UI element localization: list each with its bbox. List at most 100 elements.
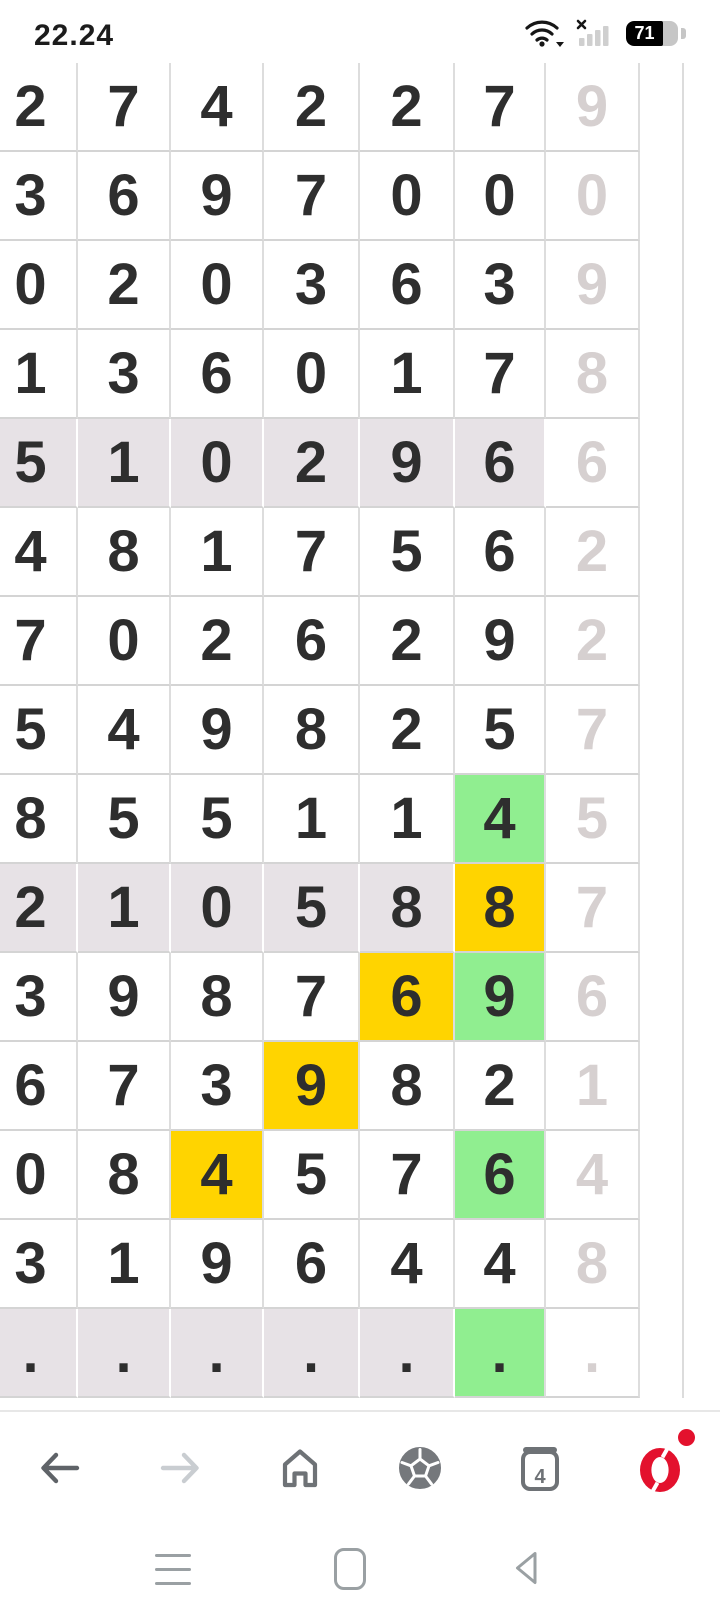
grid-cell: 1 bbox=[171, 508, 264, 597]
forward-button-disabled[interactable] bbox=[150, 1440, 210, 1500]
grid-cell: 2 bbox=[264, 63, 360, 152]
football-scores-button[interactable] bbox=[390, 1440, 450, 1500]
grid-cell: 1 bbox=[264, 775, 360, 864]
android-menu-button[interactable] bbox=[143, 1539, 203, 1599]
grid-cell: 9 bbox=[360, 419, 455, 508]
grid-cell: 8 bbox=[546, 1220, 640, 1309]
grid-cell: 4 bbox=[360, 1220, 455, 1309]
grid-cell: 1 bbox=[78, 864, 171, 953]
grid-cell: 7 bbox=[78, 63, 171, 152]
grid-cell: 3 bbox=[0, 1220, 78, 1309]
grid-cell: . bbox=[360, 1309, 455, 1398]
grid-cell: 9 bbox=[171, 686, 264, 775]
android-back-button[interactable] bbox=[498, 1539, 558, 1599]
grid-cell: 6 bbox=[171, 330, 264, 419]
tab-count: 4 bbox=[534, 1466, 546, 1488]
grid-cell: . bbox=[0, 1309, 78, 1398]
grid-cell: 7 bbox=[546, 686, 640, 775]
menu-lines-icon bbox=[155, 1553, 191, 1585]
back-triangle-icon bbox=[508, 1548, 548, 1591]
grid-cell: 4 bbox=[455, 775, 546, 864]
grid-cell: 1 bbox=[0, 330, 78, 419]
grid-cell: 8 bbox=[360, 1042, 455, 1131]
grid-cell: 1 bbox=[360, 330, 455, 419]
grid-cell: 5 bbox=[171, 775, 264, 864]
grid-cell: 5 bbox=[455, 686, 546, 775]
grid-cell: 5 bbox=[0, 419, 78, 508]
grid-cell: 9 bbox=[455, 597, 546, 686]
grid-cell: 6 bbox=[78, 152, 171, 241]
grid-cell: 9 bbox=[546, 63, 640, 152]
grid-cell: 0 bbox=[171, 419, 264, 508]
grid-row: ....... bbox=[0, 1309, 640, 1398]
grid-cell: 7 bbox=[264, 953, 360, 1042]
grid-cell: 7 bbox=[0, 597, 78, 686]
football-icon bbox=[396, 1444, 444, 1495]
grid-cell: 4 bbox=[455, 1220, 546, 1309]
grid-cell: 0 bbox=[0, 1131, 78, 1220]
status-clock: 22.24 bbox=[34, 19, 115, 52]
browser-toolbar: 4 bbox=[0, 1412, 720, 1527]
grid-cell: 8 bbox=[171, 953, 264, 1042]
android-home-button[interactable] bbox=[320, 1539, 380, 1599]
grid-cell: 2 bbox=[264, 419, 360, 508]
home-icon bbox=[276, 1445, 324, 1494]
grid-cell: 6 bbox=[264, 1220, 360, 1309]
back-button[interactable] bbox=[30, 1440, 90, 1500]
opera-menu-button[interactable] bbox=[630, 1428, 695, 1500]
grid-cell: 6 bbox=[360, 241, 455, 330]
grid-cell: 0 bbox=[171, 241, 264, 330]
back-arrow-icon bbox=[37, 1448, 83, 1491]
notification-dot bbox=[678, 1428, 695, 1446]
grid-cell: 4 bbox=[0, 508, 78, 597]
grid-cell: 8 bbox=[78, 508, 171, 597]
grid-cell: 1 bbox=[360, 775, 455, 864]
home-button[interactable] bbox=[270, 1440, 330, 1500]
grid-cell: 0 bbox=[360, 152, 455, 241]
grid-cell: 6 bbox=[264, 597, 360, 686]
grid-cell: . bbox=[546, 1309, 640, 1398]
grid-cell: 2 bbox=[78, 241, 171, 330]
grid-cell: 3 bbox=[455, 241, 546, 330]
grid-cell: 1 bbox=[78, 1220, 171, 1309]
grid-cell: 6 bbox=[0, 1042, 78, 1131]
grid-cell: 2 bbox=[360, 63, 455, 152]
grid-cell: 3 bbox=[171, 1042, 264, 1131]
grid-cell: 0 bbox=[0, 241, 78, 330]
grid-cell: 1 bbox=[546, 1042, 640, 1131]
grid-cell: 5 bbox=[264, 864, 360, 953]
grid-cell: 8 bbox=[264, 686, 360, 775]
grid-cell: 5 bbox=[78, 775, 171, 864]
grid-cell: 0 bbox=[264, 330, 360, 419]
grid-cell: 4 bbox=[78, 686, 171, 775]
grid-cell: 6 bbox=[455, 508, 546, 597]
wifi-icon bbox=[524, 18, 566, 48]
grid-cell: 9 bbox=[171, 152, 264, 241]
grid-cell: 2 bbox=[360, 597, 455, 686]
grid-cell: 9 bbox=[171, 1220, 264, 1309]
grid-cell: 0 bbox=[546, 152, 640, 241]
grid-cell: 0 bbox=[78, 597, 171, 686]
grid-cell: 3 bbox=[0, 953, 78, 1042]
grid-cell: 3 bbox=[78, 330, 171, 419]
status-bar: 22.24 bbox=[0, 0, 720, 63]
opera-logo-icon bbox=[637, 1428, 695, 1495]
grid-cell: 7 bbox=[78, 1042, 171, 1131]
forward-arrow-icon bbox=[157, 1448, 203, 1491]
grid-cell: 8 bbox=[0, 775, 78, 864]
grid-cell: 0 bbox=[171, 864, 264, 953]
grid-cell: 3 bbox=[264, 241, 360, 330]
tabs-button[interactable]: 4 bbox=[510, 1440, 570, 1500]
grid-cell: 7 bbox=[455, 63, 546, 152]
